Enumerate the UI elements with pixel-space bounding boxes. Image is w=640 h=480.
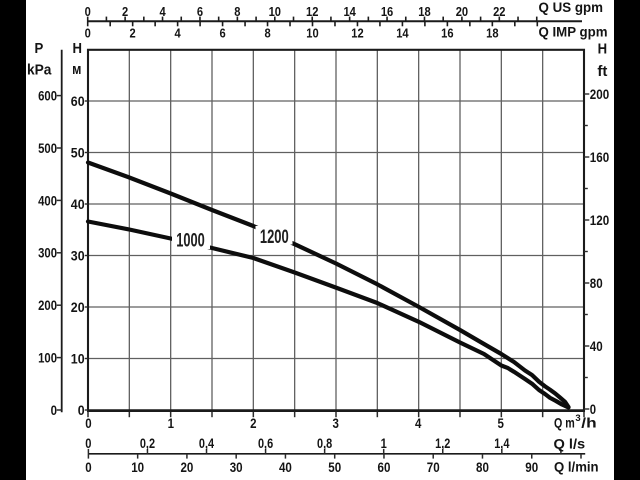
svg-text:0,6: 0,6 bbox=[258, 436, 274, 451]
svg-text:16: 16 bbox=[441, 26, 453, 41]
svg-text:60: 60 bbox=[378, 459, 391, 475]
svg-text:H: H bbox=[598, 40, 608, 57]
svg-text:1,4: 1,4 bbox=[494, 436, 510, 451]
svg-text:5: 5 bbox=[497, 415, 504, 431]
svg-text:10: 10 bbox=[306, 26, 318, 41]
svg-text:18: 18 bbox=[418, 4, 430, 19]
svg-text:0: 0 bbox=[590, 401, 596, 417]
svg-text:30: 30 bbox=[71, 247, 85, 263]
svg-text:ft: ft bbox=[597, 63, 607, 80]
svg-text:20: 20 bbox=[180, 459, 193, 475]
svg-text:16: 16 bbox=[381, 4, 393, 19]
svg-text:4: 4 bbox=[175, 26, 182, 41]
svg-text:kPa: kPa bbox=[27, 62, 52, 79]
svg-text:200: 200 bbox=[590, 86, 610, 102]
svg-text:м: м bbox=[72, 61, 81, 78]
svg-text:14: 14 bbox=[396, 26, 409, 41]
svg-text:0: 0 bbox=[85, 26, 91, 41]
svg-text:12: 12 bbox=[306, 4, 318, 19]
svg-text:Q US gpm: Q US gpm bbox=[539, 0, 604, 15]
svg-text:4: 4 bbox=[415, 415, 422, 431]
svg-text:8: 8 bbox=[234, 4, 240, 19]
svg-text:3: 3 bbox=[575, 413, 580, 424]
svg-text:12: 12 bbox=[351, 26, 363, 41]
svg-text:60: 60 bbox=[71, 93, 85, 109]
svg-text:1: 1 bbox=[381, 436, 388, 451]
svg-text:0,8: 0,8 bbox=[317, 436, 333, 451]
svg-text:400: 400 bbox=[38, 192, 57, 208]
svg-text:50: 50 bbox=[71, 144, 85, 160]
svg-text:0: 0 bbox=[85, 415, 92, 431]
svg-text:Q IMP gpm: Q IMP gpm bbox=[539, 25, 608, 40]
svg-text:1200: 1200 bbox=[260, 227, 289, 248]
svg-text:0: 0 bbox=[85, 4, 91, 19]
svg-text:/h: /h bbox=[581, 414, 596, 430]
svg-text:30: 30 bbox=[230, 459, 243, 475]
svg-text:Q l/min: Q l/min bbox=[554, 459, 599, 475]
svg-text:0: 0 bbox=[78, 402, 85, 418]
svg-text:0: 0 bbox=[51, 402, 58, 418]
svg-text:10: 10 bbox=[71, 350, 85, 366]
svg-text:P: P bbox=[35, 40, 44, 57]
svg-text:0: 0 bbox=[85, 436, 91, 451]
svg-text:3: 3 bbox=[333, 415, 340, 431]
svg-text:40: 40 bbox=[590, 338, 603, 354]
svg-text:2: 2 bbox=[250, 415, 257, 431]
svg-text:6: 6 bbox=[197, 4, 203, 19]
svg-text:1,2: 1,2 bbox=[435, 436, 450, 451]
svg-text:20: 20 bbox=[456, 4, 468, 19]
svg-text:14: 14 bbox=[343, 4, 356, 19]
svg-text:50: 50 bbox=[328, 459, 341, 475]
svg-text:0: 0 bbox=[85, 459, 92, 475]
svg-text:1000: 1000 bbox=[176, 230, 205, 251]
svg-text:0,2: 0,2 bbox=[140, 436, 155, 451]
svg-text:90: 90 bbox=[525, 459, 538, 475]
svg-text:70: 70 bbox=[427, 459, 440, 475]
svg-text:300: 300 bbox=[38, 245, 57, 261]
svg-text:10: 10 bbox=[269, 4, 281, 19]
svg-text:2: 2 bbox=[130, 26, 136, 41]
svg-text:6: 6 bbox=[219, 26, 225, 41]
svg-text:8: 8 bbox=[264, 26, 270, 41]
svg-text:Q m: Q m bbox=[554, 414, 575, 430]
svg-text:18: 18 bbox=[486, 26, 498, 41]
svg-text:Q l/s: Q l/s bbox=[554, 436, 586, 452]
svg-text:20: 20 bbox=[71, 299, 85, 315]
svg-text:1: 1 bbox=[168, 415, 175, 431]
svg-text:2: 2 bbox=[122, 4, 128, 19]
svg-text:22: 22 bbox=[493, 4, 505, 19]
svg-text:120: 120 bbox=[590, 212, 610, 228]
svg-text:100: 100 bbox=[38, 350, 57, 366]
svg-text:80: 80 bbox=[590, 275, 603, 291]
svg-text:200: 200 bbox=[38, 297, 57, 313]
svg-text:40: 40 bbox=[279, 459, 292, 475]
svg-text:0,4: 0,4 bbox=[199, 436, 215, 451]
svg-text:4: 4 bbox=[159, 4, 166, 19]
svg-text:600: 600 bbox=[38, 88, 57, 104]
svg-text:10: 10 bbox=[131, 459, 144, 475]
svg-text:80: 80 bbox=[476, 459, 489, 475]
svg-text:160: 160 bbox=[590, 149, 610, 165]
svg-text:40: 40 bbox=[71, 196, 85, 212]
svg-text:500: 500 bbox=[38, 140, 57, 156]
svg-text:H: H bbox=[73, 40, 83, 57]
